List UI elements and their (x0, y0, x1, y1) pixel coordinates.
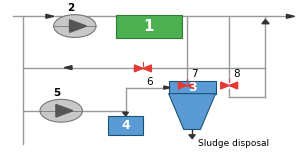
FancyBboxPatch shape (108, 116, 143, 135)
Polygon shape (143, 65, 151, 72)
Polygon shape (187, 82, 195, 89)
Polygon shape (169, 94, 216, 129)
FancyBboxPatch shape (116, 15, 182, 38)
Text: 5: 5 (54, 88, 60, 98)
Text: Sludge disposal: Sludge disposal (198, 139, 269, 148)
Polygon shape (229, 82, 238, 89)
Polygon shape (70, 20, 86, 32)
Polygon shape (189, 135, 195, 138)
Text: 8: 8 (234, 69, 240, 79)
Text: 3: 3 (188, 81, 196, 94)
Text: 7: 7 (191, 69, 198, 79)
Text: 4: 4 (121, 119, 130, 132)
Circle shape (40, 99, 82, 122)
Polygon shape (56, 104, 73, 117)
Polygon shape (178, 82, 187, 89)
Text: 1: 1 (144, 19, 154, 34)
Polygon shape (123, 112, 129, 116)
Text: 6: 6 (146, 77, 153, 87)
Text: 2: 2 (67, 3, 74, 13)
Polygon shape (134, 65, 143, 72)
Polygon shape (262, 20, 269, 24)
FancyBboxPatch shape (169, 82, 216, 94)
Polygon shape (64, 66, 72, 70)
Circle shape (54, 15, 96, 38)
Polygon shape (221, 82, 229, 89)
Polygon shape (164, 86, 170, 89)
Polygon shape (46, 14, 54, 18)
Polygon shape (286, 14, 294, 18)
